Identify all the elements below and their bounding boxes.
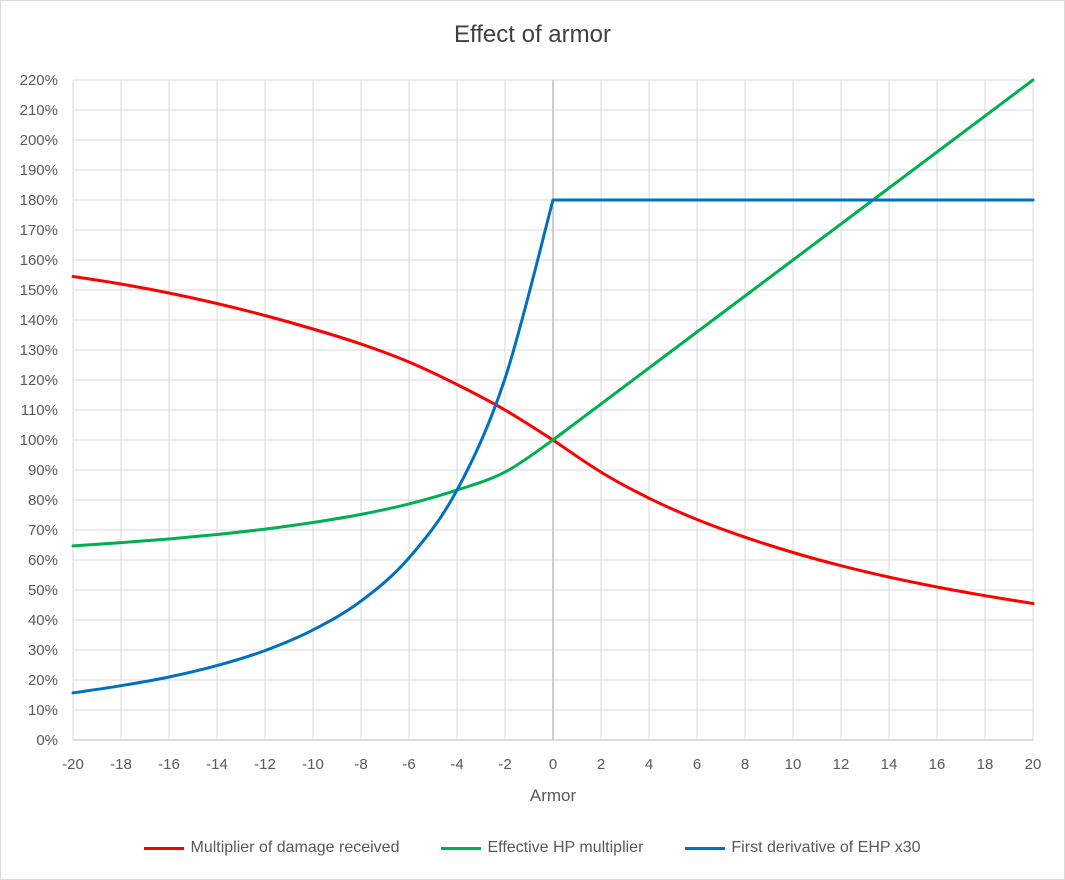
legend-swatch bbox=[441, 846, 482, 850]
x-tick-label: 6 bbox=[693, 756, 701, 773]
y-tick-label: 90% bbox=[28, 462, 58, 479]
x-tick-label: 4 bbox=[645, 756, 653, 773]
y-tick-label: 10% bbox=[28, 702, 58, 719]
x-tick-label: 0 bbox=[549, 756, 557, 773]
y-tick-label: 130% bbox=[20, 342, 58, 359]
legend-label: Effective HP multiplier bbox=[487, 839, 644, 856]
y-tick-label: 50% bbox=[28, 582, 58, 599]
y-tick-label: 0% bbox=[36, 732, 58, 749]
y-tick-label: 100% bbox=[20, 432, 58, 449]
x-tick-label: -12 bbox=[254, 756, 276, 773]
series-line-first-derivative-of-ehp-x30 bbox=[71, 198, 1035, 695]
legend: Multiplier of damage received Effective H… bbox=[1, 839, 1064, 857]
x-tick-label: 18 bbox=[977, 756, 994, 773]
x-tick-label: 8 bbox=[741, 756, 749, 773]
y-tick-label: 170% bbox=[20, 222, 58, 239]
legend-swatch bbox=[144, 846, 185, 850]
y-tick-label: 60% bbox=[28, 552, 58, 569]
y-tick-label: 160% bbox=[20, 252, 58, 269]
legend-item-effective-hp-multiplier: Effective HP multiplier bbox=[441, 839, 643, 857]
y-tick-label: 220% bbox=[20, 72, 58, 89]
x-tick-label: 20 bbox=[1025, 756, 1042, 773]
y-tick-label: 80% bbox=[28, 492, 58, 509]
legend-label: Multiplier of damage received bbox=[190, 839, 400, 856]
x-tick-label: -14 bbox=[206, 756, 228, 773]
x-tick-label: 2 bbox=[597, 756, 605, 773]
x-tick-label: 10 bbox=[785, 756, 802, 773]
y-tick-label: 190% bbox=[20, 162, 58, 179]
x-tick-label: 12 bbox=[833, 756, 850, 773]
y-tick-label: 120% bbox=[20, 372, 58, 389]
x-tick-label: -6 bbox=[402, 756, 415, 773]
y-tick-label: 70% bbox=[28, 522, 58, 539]
x-tick-label: -8 bbox=[354, 756, 367, 773]
y-tick-label: 110% bbox=[21, 402, 58, 419]
legend-swatch bbox=[685, 846, 726, 850]
y-tick-label: 200% bbox=[20, 132, 58, 149]
x-tick-label: -18 bbox=[110, 756, 132, 773]
x-tick-label: -20 bbox=[62, 756, 84, 773]
legend-item-multiplier-of-damage-received: Multiplier of damage received bbox=[144, 839, 399, 857]
chart-title: Effect of armor bbox=[454, 21, 611, 48]
y-tick-label: 20% bbox=[28, 672, 58, 689]
y-tick-label: 140% bbox=[20, 312, 58, 329]
y-tick-label: 180% bbox=[20, 192, 58, 209]
x-tick-label: -2 bbox=[498, 756, 511, 773]
y-tick-label: 210% bbox=[20, 102, 58, 119]
legend-item-first-derivative-of-ehp-x30: First derivative of EHP x30 bbox=[685, 839, 921, 857]
x-tick-label: -10 bbox=[302, 756, 324, 773]
x-tick-label: 14 bbox=[881, 756, 898, 773]
x-tick-label: -16 bbox=[158, 756, 180, 773]
x-axis-title: Armor bbox=[530, 786, 577, 805]
y-tick-label: 40% bbox=[28, 612, 58, 629]
legend-label: First derivative of EHP x30 bbox=[731, 839, 921, 856]
x-tick-label: 16 bbox=[929, 756, 946, 773]
x-tick-label: -4 bbox=[450, 756, 463, 773]
y-tick-label: 150% bbox=[20, 282, 58, 299]
y-tick-label: 30% bbox=[28, 642, 58, 659]
